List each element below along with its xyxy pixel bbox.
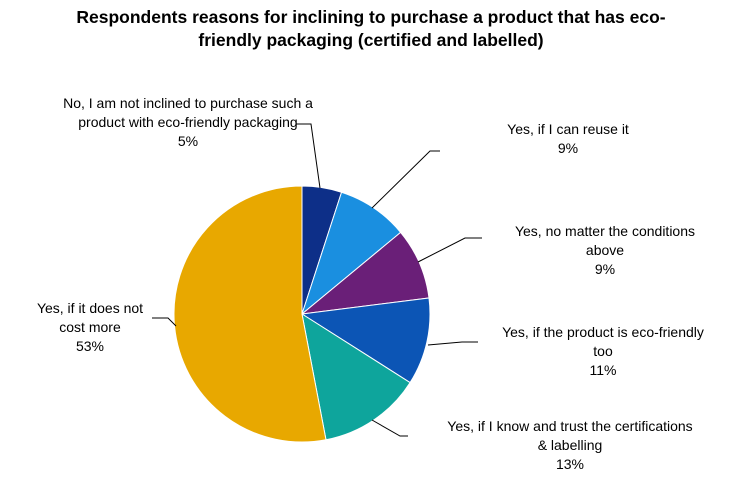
slice-label-yes-if-it-does-not: Yes, if it does not [37,300,143,316]
slice-label-yes-if-i-know-and-trust-the-certifications: & labelling [538,437,603,453]
leader-line-yes-if-i-can-reuse-it [371,150,440,209]
chart-title-line-2: friendly packaging (certified and labell… [198,30,544,50]
pie-slices [173,185,431,443]
leader-line-no-i-am-not-inclined-to-purchase-such-a [296,123,321,189]
slice-label-yes-if-i-know-and-trust-the-certifications: Yes, if I know and trust the certificati… [447,418,692,434]
slice-label-no-i-am-not-inclined-to-purchase-such-a: product with eco-friendly packaging [78,114,297,130]
slice-percent-yes-if-it-does-not: 53% [76,338,104,354]
slice-label-yes-if-the-product-is-eco-friendly: Yes, if the product is eco-friendly [502,324,704,340]
slice-percent-yes-if-i-know-and-trust-the-certifications: 13% [556,456,584,472]
slice-labels: No, I am not inclined to purchase such a… [37,95,704,472]
leader-line-yes-no-matter-the-conditions [417,237,482,263]
leader-line-yes-if-the-product-is-eco-friendly [427,341,478,346]
chart-title-line-1: Respondents reasons for inclining to pur… [76,7,666,27]
pie-slice-yes-if-i-know-and-trust-the-certifications [301,312,411,441]
slice-label-yes-if-i-can-reuse-it: Yes, if I can reuse it [507,121,629,137]
leader-line-yes-if-i-know-and-trust-the-certifications [371,419,408,437]
slice-label-no-i-am-not-inclined-to-purchase-such-a: No, I am not inclined to purchase such a [63,95,313,111]
pie-slice-yes-if-the-product-is-eco-friendly [300,297,431,384]
chart-title: Respondents reasons for inclining to pur… [0,6,742,52]
leader-line-yes-if-it-does-not [152,317,177,327]
slice-percent-yes-no-matter-the-conditions: 9% [595,261,615,277]
slice-label-yes-no-matter-the-conditions: above [586,242,624,258]
slice-label-yes-if-the-product-is-eco-friendly: too [593,343,613,359]
slice-label-yes-no-matter-the-conditions: Yes, no matter the conditions [515,223,695,239]
slice-percent-yes-if-i-can-reuse-it: 9% [558,140,578,156]
slice-percent-yes-if-the-product-is-eco-friendly: 11% [590,362,617,378]
leader-lines [152,123,482,437]
slice-percent-no-i-am-not-inclined-to-purchase-such-a: 5% [178,133,198,149]
pie-slice-yes-if-it-does-not [173,185,327,443]
slice-label-yes-if-it-does-not: cost more [59,319,121,335]
